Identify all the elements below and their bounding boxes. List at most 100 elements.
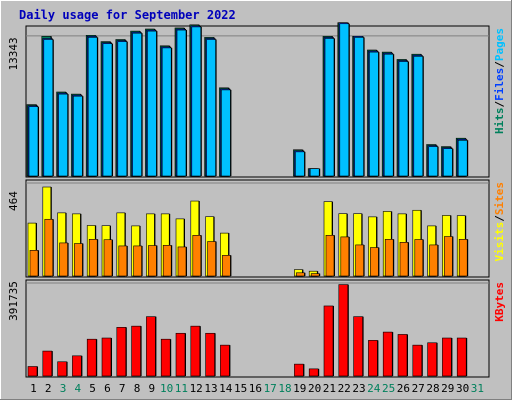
bar-sites-day-20	[310, 273, 320, 277]
bar-sites-day-8	[133, 245, 142, 277]
bar-sites-day-7	[118, 245, 128, 277]
day-label-5: 5	[89, 382, 96, 395]
bar-sites-day-3	[59, 242, 68, 277]
chart-title: Daily usage for September 2022	[19, 8, 236, 22]
bar-pages-day-23	[354, 37, 364, 177]
day-label-22: 22	[338, 382, 351, 395]
bar-kbytes-day-2	[42, 350, 53, 377]
legend-entry: Visits	[493, 222, 506, 262]
bar-sites-day-14	[222, 255, 231, 277]
bar-kbytes-day-30	[456, 337, 467, 377]
bar-kbytes-day-10	[160, 338, 171, 377]
bar-kbytes-day-7	[116, 327, 127, 377]
day-label-29: 29	[441, 382, 454, 395]
day-label-3: 3	[60, 382, 67, 395]
bar-pages-day-3	[58, 93, 68, 177]
bar-pages-day-24	[369, 51, 379, 177]
day-label-13: 13	[204, 382, 217, 395]
day-label-15: 15	[234, 382, 247, 395]
day-label-2: 2	[45, 382, 52, 395]
day-axis: 1 2 3 4 5 6 7 8 9 10 11 12 13 14 15 16 17 18 19 20 21 22 23 24 2…	[30, 382, 484, 395]
bar-kbytes-day-4	[72, 355, 82, 377]
bar-sites-day-19	[296, 272, 305, 277]
day-label-27: 27	[412, 382, 425, 395]
y-max-label-kbytes: 391735	[7, 281, 20, 321]
bar-pages-day-27	[413, 55, 424, 177]
bar-pages-day-12	[191, 26, 202, 177]
day-label-19: 19	[293, 382, 306, 395]
bar-kbytes-day-12	[190, 325, 201, 377]
legend-entry: Files	[493, 68, 506, 101]
bar-pages-day-26	[398, 61, 409, 177]
bar-pages-day-28	[428, 146, 438, 177]
y-max-label-hits: 13343	[7, 37, 20, 70]
bar-sites-day-24	[370, 247, 379, 277]
day-label-26: 26	[397, 382, 410, 395]
bar-kbytes-day-23	[353, 316, 363, 377]
bar-kbytes-day-3	[57, 361, 67, 377]
bar-sites-day-25	[384, 239, 394, 277]
bar-kbytes-day-13	[205, 332, 215, 377]
bar-pages-day-30	[457, 140, 468, 177]
day-label-9: 9	[148, 382, 155, 395]
panel-visits: 464 Visits/Sites	[7, 179, 506, 278]
bar-kbytes-day-19	[294, 363, 304, 377]
bar-kbytes-day-28	[427, 342, 437, 377]
day-label-24: 24	[367, 382, 381, 395]
bar-pages-day-19	[295, 151, 305, 177]
day-label-25: 25	[382, 382, 395, 395]
bar-pages-day-11	[176, 29, 187, 177]
day-label-4: 4	[74, 382, 81, 395]
bar-pages-day-7	[117, 41, 128, 177]
bar-kbytes-day-29	[442, 337, 452, 377]
day-label-12: 12	[190, 382, 203, 395]
bar-pages-day-13	[206, 39, 216, 177]
bar-pages-day-21	[324, 38, 335, 177]
bar-sites-day-13	[207, 241, 216, 277]
day-label-1: 1	[30, 382, 37, 395]
bar-pages-day-1	[28, 106, 39, 177]
legend-kbytes: KBytes	[493, 282, 506, 322]
bar-pages-day-8	[132, 32, 142, 177]
legend-entry: KBytes	[493, 282, 506, 322]
bar-kbytes-day-14	[220, 344, 230, 377]
legend-entry: /	[493, 215, 506, 222]
legend-visits: Visits/Sites	[493, 182, 506, 262]
bar-pages-day-22	[339, 23, 350, 177]
bar-sites-day-6	[103, 239, 113, 277]
bar-pages-day-6	[102, 43, 113, 177]
bar-kbytes-day-27	[412, 344, 423, 377]
bar-sites-day-1	[29, 250, 39, 277]
legend-entry: /	[493, 101, 506, 108]
bar-sites-day-21	[325, 235, 335, 277]
bar-sites-day-9	[148, 245, 157, 277]
bar-pages-day-9	[147, 30, 157, 177]
day-label-7: 7	[119, 382, 126, 395]
bar-kbytes-day-9	[146, 316, 156, 377]
bar-sites-day-2	[44, 218, 54, 277]
bar-pages-day-25	[383, 53, 394, 177]
bar-pages-day-14	[221, 89, 231, 177]
bar-kbytes-day-24	[368, 340, 378, 377]
bar-sites-day-27	[414, 239, 424, 277]
day-label-8: 8	[134, 382, 141, 395]
day-label-10: 10	[160, 382, 173, 395]
series-sites	[29, 218, 469, 277]
day-label-28: 28	[426, 382, 439, 395]
bar-kbytes-day-25	[382, 331, 393, 377]
bar-sites-day-12	[192, 235, 202, 277]
day-label-21: 21	[323, 382, 336, 395]
day-label-6: 6	[104, 382, 111, 395]
day-label-17: 17	[264, 382, 277, 395]
series-kbytes	[27, 284, 468, 377]
bar-sites-day-22	[340, 236, 350, 277]
day-label-30: 30	[456, 382, 469, 395]
day-label-23: 23	[352, 382, 365, 395]
bar-sites-day-10	[162, 245, 172, 277]
bar-pages-day-5	[87, 37, 98, 177]
day-label-18: 18	[278, 382, 291, 395]
day-label-20: 20	[308, 382, 321, 395]
bar-sites-day-26	[399, 242, 409, 277]
day-label-11: 11	[175, 382, 188, 395]
